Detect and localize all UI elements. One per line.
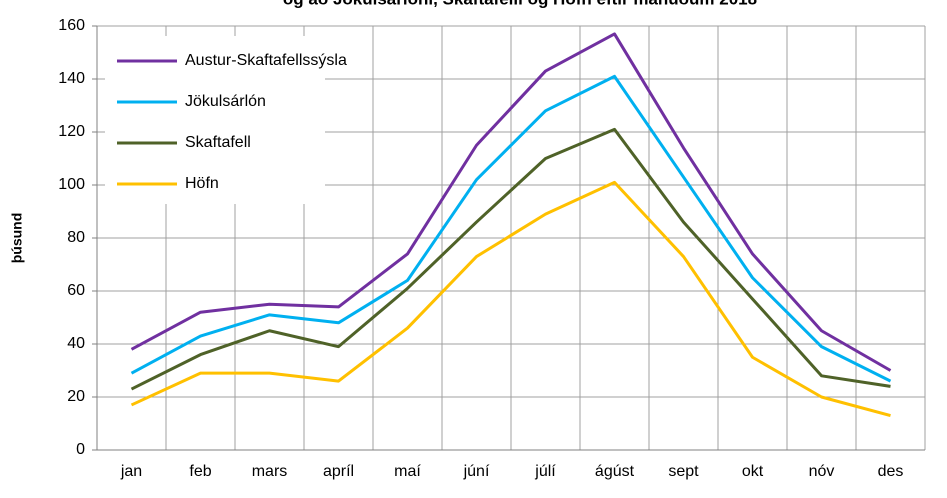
- chart-title: og að Jökulsárlóni, Skaftafelli og Höfn …: [283, 0, 757, 8]
- x-tick-label: nóv: [809, 463, 835, 480]
- y-tick-label: 140: [58, 70, 85, 87]
- x-tick-label: apríl: [323, 463, 354, 480]
- x-tick-label: feb: [189, 463, 211, 480]
- y-tick-label: 100: [58, 176, 85, 193]
- series-line: [130, 127, 891, 391]
- series-line: [130, 74, 892, 383]
- x-tick-label: júní: [463, 463, 490, 480]
- x-tick-label: ágúst: [595, 463, 635, 480]
- y-tick-label: 60: [67, 282, 85, 299]
- y-tick-label: 20: [67, 388, 85, 405]
- series-line: [130, 32, 892, 372]
- y-tick-label: 160: [58, 17, 85, 34]
- series-line: [130, 180, 891, 417]
- legend-label: Höfn: [185, 175, 219, 192]
- x-tick-label: des: [878, 463, 904, 480]
- y-tick-label: 40: [67, 335, 85, 352]
- legend-label: Skaftafell: [185, 134, 251, 151]
- x-tick-label: okt: [742, 463, 764, 480]
- x-tick-label: jan: [120, 463, 142, 480]
- y-axis-label: þúsund: [9, 213, 25, 264]
- legend-box: [105, 36, 325, 204]
- y-tick-label: 80: [67, 229, 85, 246]
- x-tick-label: maí: [394, 463, 421, 480]
- x-tick-label: júlí: [534, 463, 556, 480]
- y-tick-label: 0: [76, 441, 85, 458]
- x-tick-label: sept: [668, 463, 699, 480]
- y-tick-label: 120: [58, 123, 85, 140]
- x-tick-label: mars: [252, 463, 288, 480]
- legend-label: Jökulsárlón: [185, 93, 266, 110]
- legend-label: Austur-Skaftafellssýsla: [185, 52, 347, 69]
